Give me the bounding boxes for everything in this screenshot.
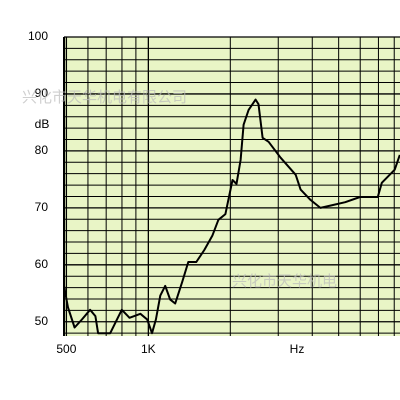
watermark: 兴化市天华机电 bbox=[232, 273, 337, 290]
y-tick-label: 100 bbox=[28, 29, 48, 43]
y-axis-label: dB bbox=[35, 117, 50, 131]
x-axis-label: Hz bbox=[290, 342, 305, 356]
y-tick-label: 80 bbox=[35, 143, 49, 157]
watermark: 兴化市天华机电有限公司 bbox=[22, 89, 187, 106]
x-tick-label: 1K bbox=[141, 342, 156, 356]
y-tick-label: 70 bbox=[35, 200, 49, 214]
y-tick-label: 50 bbox=[35, 314, 49, 328]
y-tick-label: 60 bbox=[35, 257, 49, 271]
line-series bbox=[63, 98, 400, 335]
y-tick-label: 90 bbox=[35, 86, 49, 100]
x-tick-label: 500 bbox=[56, 342, 76, 356]
